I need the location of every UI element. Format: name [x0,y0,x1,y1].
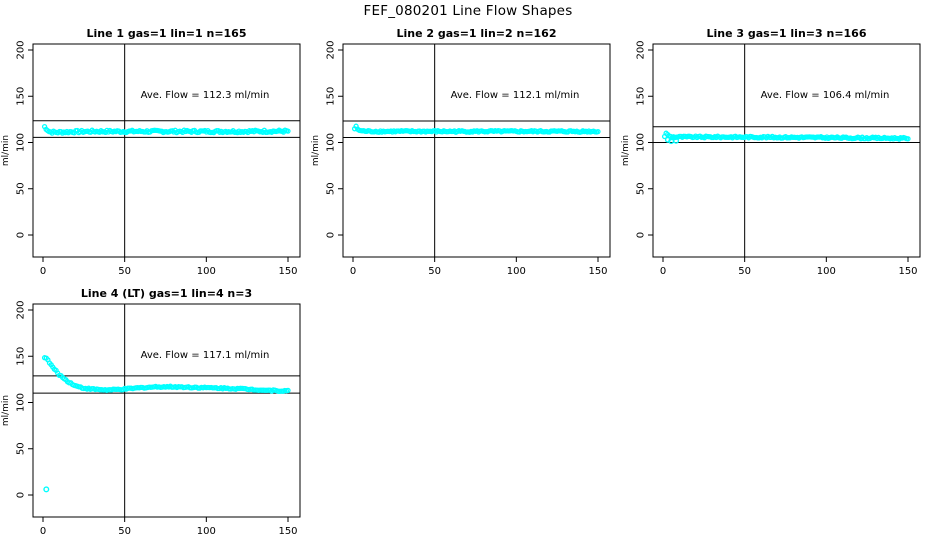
data-series [41,123,291,136]
data-point [595,128,601,135]
plot-box [652,43,921,258]
y-tick-label: 200 [636,40,647,59]
y-tick-label: 0 [326,232,337,238]
data-point [285,128,291,134]
y-tick-label: 200 [326,40,337,59]
main-title: FEF_080201 Line Flow Shapes [363,3,573,19]
ave-flow-annotation: Ave. Flow = 112.1 ml/min [451,90,580,101]
chart-svg-4: Line 4 (LT) gas=1 lin=4 n=3 0 50 100 150 0 50 1… [1,287,301,537]
y-tick-label: 200 [16,40,27,59]
y-tick-label: 50 [16,442,27,455]
x-tick-label: 50 [118,526,131,537]
x-tick-label: 50 [118,266,131,277]
chart-svg-3: Line 3 gas=1 lin=3 n=166 0 50 100 150 0 50 100 1… [621,27,921,277]
x-tick-label: 0 [350,266,356,277]
outlier-point [43,486,50,493]
x-tick-label: 150 [898,266,917,277]
data-series [41,355,291,493]
panel-title: Line 4 (LT) gas=1 lin=4 n=3 [81,287,252,300]
y-tick-label: 0 [636,232,647,238]
ave-flow-annotation: Ave. Flow = 112.3 ml/min [141,90,270,101]
plot-box [32,43,301,258]
x-tick-label: 150 [588,266,607,277]
chart-svg-1: Line 1 gas=1 lin=1 n=165 0 50 100 150 0 50 100 1… [1,27,301,277]
y-tick-label: 150 [16,347,27,366]
panel-line2: Line 2 gas=1 lin=2 n=162 0 50 100 150 0 50 100 1… [310,20,622,280]
y-axis-label: ml/min [621,135,631,166]
y-tick-label: 50 [326,182,337,195]
x-tick-label: 100 [197,526,216,537]
data-point [285,387,291,394]
x-tick-label: 100 [817,266,836,277]
x-tick-label: 100 [507,266,526,277]
panel-title: Line 1 gas=1 lin=1 n=165 [86,27,246,40]
data-series [661,130,911,145]
x-tick-label: 0 [40,266,46,277]
panel-title: Line 3 gas=1 lin=3 n=166 [706,27,866,40]
y-tick-label: 200 [16,300,27,319]
ave-flow-annotation: Ave. Flow = 117.1 ml/min [141,350,270,361]
plot-box [342,43,611,258]
panel-line1: Line 1 gas=1 lin=1 n=165 0 50 100 150 0 50 100 1… [0,20,312,280]
x-tick-label: 50 [428,266,441,277]
x-tick-label: 150 [278,266,297,277]
panel-line4: Line 4 (LT) gas=1 lin=4 n=3 0 50 100 150 0 50 1… [0,280,312,540]
y-axis-label: ml/min [1,395,11,426]
panel-line3: Line 3 gas=1 lin=3 n=166 0 50 100 150 0 50 100 1… [620,20,932,280]
y-tick-label: 50 [636,182,647,195]
y-tick-label: 100 [636,133,647,152]
outlier-point [673,137,680,144]
x-tick-label: 0 [40,526,46,537]
x-tick-label: 150 [278,526,297,537]
outlier-point [668,138,675,145]
y-tick-label: 0 [16,492,27,498]
plot-box [32,303,301,518]
y-axis-label: ml/min [311,135,321,166]
y-tick-label: 50 [16,182,27,195]
x-tick-label: 100 [197,266,216,277]
y-axis-label: ml/min [1,135,11,166]
y-tick-label: 100 [16,393,27,412]
panel-title: Line 2 gas=1 lin=2 n=162 [396,27,556,40]
ave-flow-annotation: Ave. Flow = 106.4 ml/min [761,90,890,101]
x-tick-label: 50 [738,266,751,277]
y-tick-label: 150 [636,87,647,106]
x-tick-label: 0 [660,266,666,277]
chart-svg-2: Line 2 gas=1 lin=2 n=162 0 50 100 150 0 50 100 1… [311,27,611,277]
y-tick-label: 100 [16,133,27,152]
y-tick-label: 150 [326,87,337,106]
data-series [351,123,601,135]
y-tick-label: 100 [326,133,337,152]
y-tick-label: 150 [16,87,27,106]
data-point [905,136,911,142]
y-tick-label: 0 [16,232,27,238]
